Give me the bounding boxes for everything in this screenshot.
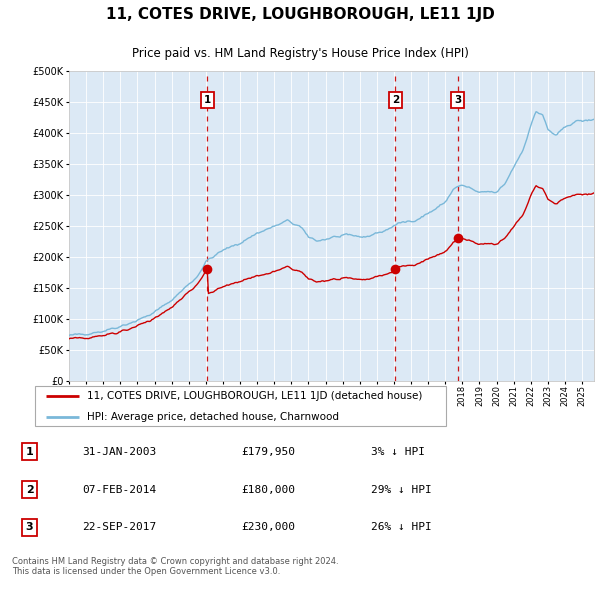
Text: 29% ↓ HPI: 29% ↓ HPI <box>371 485 431 494</box>
Text: £230,000: £230,000 <box>241 523 295 532</box>
Text: 2: 2 <box>392 95 399 105</box>
Text: Price paid vs. HM Land Registry's House Price Index (HPI): Price paid vs. HM Land Registry's House … <box>131 47 469 60</box>
Text: 26% ↓ HPI: 26% ↓ HPI <box>371 523 431 532</box>
Text: 11, COTES DRIVE, LOUGHBOROUGH, LE11 1JD (detached house): 11, COTES DRIVE, LOUGHBOROUGH, LE11 1JD … <box>86 391 422 401</box>
Text: 31-JAN-2003: 31-JAN-2003 <box>82 447 157 457</box>
Text: Contains HM Land Registry data © Crown copyright and database right 2024.
This d: Contains HM Land Registry data © Crown c… <box>12 557 338 576</box>
Text: £179,950: £179,950 <box>241 447 295 457</box>
Text: 3: 3 <box>454 95 461 105</box>
Text: 1: 1 <box>203 95 211 105</box>
Text: 22-SEP-2017: 22-SEP-2017 <box>82 523 157 532</box>
Text: 3: 3 <box>26 523 34 532</box>
Text: 1: 1 <box>26 447 34 457</box>
Text: HPI: Average price, detached house, Charnwood: HPI: Average price, detached house, Char… <box>86 412 338 422</box>
Text: 3% ↓ HPI: 3% ↓ HPI <box>371 447 425 457</box>
FancyBboxPatch shape <box>35 386 446 425</box>
Text: 07-FEB-2014: 07-FEB-2014 <box>82 485 157 494</box>
Text: £180,000: £180,000 <box>241 485 295 494</box>
Text: 2: 2 <box>26 485 34 494</box>
Text: 11, COTES DRIVE, LOUGHBOROUGH, LE11 1JD: 11, COTES DRIVE, LOUGHBOROUGH, LE11 1JD <box>106 6 494 22</box>
